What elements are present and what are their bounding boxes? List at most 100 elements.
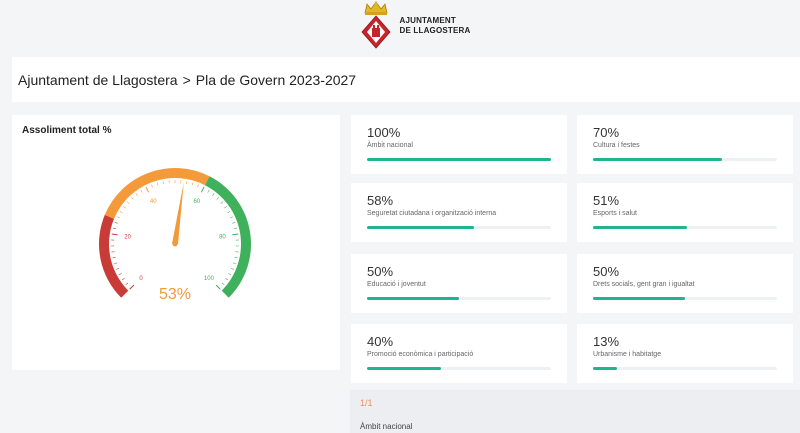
metric-percentage: 51%	[593, 193, 620, 208]
gauge-tick	[114, 222, 118, 224]
gauge-arc-mid	[104, 167, 210, 219]
gauge-tick	[191, 182, 194, 186]
metric-percentage: 58%	[367, 193, 394, 208]
gauge-tick	[162, 181, 164, 185]
metric-progress-track	[367, 297, 551, 300]
gauge-tick	[230, 216, 234, 219]
metric-card[interactable]: 40% Promoció econòmica i participació	[351, 324, 567, 383]
gauge-arc-low	[98, 214, 129, 298]
total-achievement-card: Assoliment total % 0 20 40 60 80 100 53%	[12, 115, 340, 370]
gauge-tick	[234, 257, 238, 259]
breadcrumb-root-link[interactable]: Ajuntament de Llagostera	[18, 71, 178, 88]
metric-label: Esports i salut	[593, 210, 637, 217]
gauge-tick	[116, 216, 120, 219]
gauge-tick	[216, 197, 220, 200]
gauge-tick	[156, 182, 159, 186]
breadcrumb: Ajuntament de Llagostera > Pla de Govern…	[12, 57, 800, 102]
gauge-tick	[227, 211, 231, 214]
metric-progress-track	[367, 367, 551, 370]
logo-line-1: AJUNTAMENT	[399, 16, 456, 25]
municipality-logo[interactable]: AJUNTAMENT DE LLAGOSTERA	[359, 1, 470, 51]
gauge-value-label: 53%	[159, 286, 191, 303]
gauge-tick-label: 20	[124, 234, 131, 240]
gauge-tick	[112, 257, 116, 259]
metric-percentage: 50%	[367, 264, 394, 279]
gauge-tick	[119, 211, 123, 214]
gauge-tick	[220, 201, 224, 204]
gauge-arc-high	[204, 176, 251, 298]
metric-card[interactable]: 51% Esports i salut	[577, 183, 793, 242]
gauge-tick	[232, 222, 236, 224]
metric-percentage: 40%	[367, 334, 394, 349]
logo-line-2: DE LLAGOSTERA	[399, 26, 471, 35]
gauge-tick-label: 100	[204, 276, 215, 282]
gauge-tick	[118, 273, 122, 276]
gauge-tick	[151, 184, 153, 188]
gauge-tick	[224, 206, 227, 209]
gauge-tick	[121, 278, 125, 281]
gauge-tick	[123, 206, 126, 209]
gauge-tick	[232, 233, 239, 236]
gauge-tick	[207, 189, 210, 193]
detail-section-title: Àmbit nacional	[360, 422, 413, 431]
gauge-tick	[197, 184, 199, 188]
metric-progress-track	[593, 158, 777, 161]
metric-percentage: 100%	[367, 125, 401, 140]
gauge-tick	[221, 282, 225, 286]
metric-progress-fill	[593, 367, 617, 370]
metric-progress-fill	[367, 226, 474, 229]
metric-card[interactable]: 58% Seguretat ciutadana i organització in…	[351, 183, 567, 242]
gauge-tick-label: 80	[219, 234, 226, 240]
gauge-tick	[186, 181, 188, 185]
metric-percentage: 50%	[593, 264, 620, 279]
gauge-tick-label: 40	[150, 199, 157, 205]
metric-progress-fill	[367, 367, 441, 370]
gauge-tick	[232, 262, 236, 265]
metric-card[interactable]: 70% Cultura i festes	[577, 115, 793, 174]
metric-percentage: 13%	[593, 334, 620, 349]
metric-progress-track	[367, 226, 551, 229]
gauge-tick	[116, 267, 120, 270]
pager-indicator: 1/1	[360, 398, 373, 408]
metric-progress-fill	[367, 158, 551, 161]
gauge-tick	[130, 197, 134, 200]
gauge-title: Assoliment total %	[22, 125, 112, 136]
gauge-tick-label: 60	[193, 199, 200, 205]
gauge-tick	[228, 273, 232, 276]
gauge-tick	[230, 267, 234, 270]
metric-label: Drets socials, gent gran i igualtat	[593, 281, 695, 288]
gauge-tick	[234, 227, 238, 230]
header-logo-bar: AJUNTAMENT DE LLAGOSTERA	[0, 0, 800, 52]
gauge-tick	[135, 193, 138, 196]
gauge-tick	[200, 186, 205, 193]
gauge-tick	[126, 201, 130, 204]
gauge-tick-label: 0	[139, 276, 143, 282]
metric-progress-fill	[367, 297, 459, 300]
metric-card[interactable]: 50% Educació i joventut	[351, 254, 567, 313]
metric-progress-track	[593, 226, 777, 229]
breadcrumb-current: Pla de Govern 2023-2027	[195, 71, 357, 88]
metric-label: Promoció econòmica i participació	[367, 351, 474, 358]
metric-card[interactable]: 13% Urbanisme i habitatge	[577, 324, 793, 383]
metric-label: Àmbit nacional	[367, 142, 413, 149]
metric-progress-fill	[593, 158, 722, 161]
metric-label: Urbanisme i habitatge	[593, 351, 662, 358]
metric-label: Educació i joventut	[367, 281, 426, 288]
gauge-tick	[145, 186, 150, 193]
metric-progress-track	[367, 158, 551, 161]
gauge-tick	[125, 282, 129, 286]
metric-card[interactable]: 50% Drets socials, gent gran i igualtat	[577, 254, 793, 313]
metric-label: Seguretat ciutadana i organització inter…	[367, 210, 497, 217]
metric-percentage: 70%	[593, 125, 620, 140]
gauge-tick	[114, 262, 118, 265]
gauge-needle	[172, 182, 184, 245]
metric-card[interactable]: 100% Àmbit nacional	[351, 115, 567, 174]
metric-progress-track	[593, 367, 777, 370]
gauge-tick	[215, 284, 221, 290]
metric-progress-fill	[593, 297, 685, 300]
metric-progress-fill	[593, 226, 687, 229]
gauge-tick	[112, 227, 116, 230]
coat-of-arms-icon	[361, 1, 392, 49]
breadcrumb-separator: >	[182, 71, 191, 88]
metric-label: Cultura i festes	[593, 142, 640, 149]
